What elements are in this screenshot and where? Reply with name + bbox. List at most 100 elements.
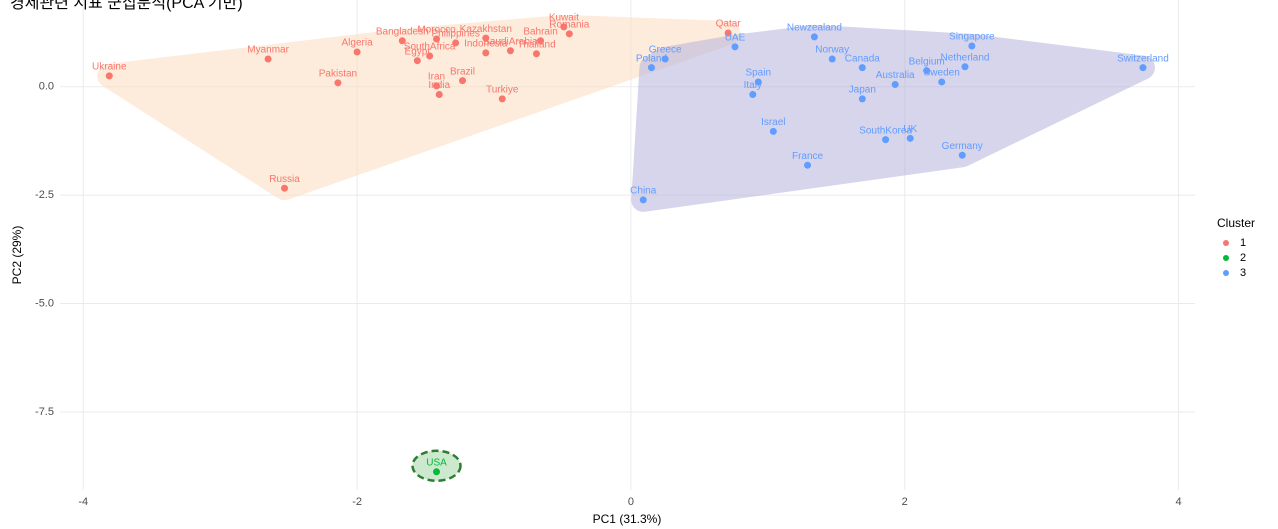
legend-swatch xyxy=(1223,240,1229,246)
point-label: Indonesia xyxy=(464,39,508,50)
point-label: UAE xyxy=(725,32,746,43)
point xyxy=(810,33,818,41)
point-label: Kuwait xyxy=(549,13,579,24)
point-label: Bangladesh xyxy=(376,26,429,37)
point-label: SaudiArabia xyxy=(483,36,538,47)
hull-area xyxy=(97,14,741,201)
point xyxy=(537,37,545,45)
point xyxy=(724,29,732,37)
point xyxy=(754,78,762,86)
point-label: Bahrain xyxy=(523,26,557,37)
point xyxy=(923,67,931,75)
point xyxy=(281,184,289,192)
point xyxy=(426,52,434,60)
x-tick-label: -4 xyxy=(78,496,88,508)
point-label: UK xyxy=(903,124,917,135)
point-label: Philippines xyxy=(431,29,479,40)
point xyxy=(882,136,890,144)
point-label: Algeria xyxy=(342,38,374,49)
point-label: Romania xyxy=(549,19,589,30)
cluster-hull xyxy=(97,14,741,201)
point xyxy=(452,39,460,47)
point-label: Canada xyxy=(845,53,880,64)
point xyxy=(858,95,866,103)
point xyxy=(482,49,490,57)
point-label: Ukraine xyxy=(92,62,127,73)
point-label: Myanmar xyxy=(247,45,289,56)
point-label: Iran xyxy=(428,71,445,82)
point-label: USA xyxy=(426,457,447,468)
legend-label: 2 xyxy=(1240,252,1246,264)
point-label: France xyxy=(792,151,824,162)
point-label: Pakistan xyxy=(319,68,357,79)
point-label: Singapore xyxy=(949,32,995,43)
legend-swatch xyxy=(1223,270,1229,276)
point xyxy=(961,63,969,71)
point xyxy=(459,77,467,85)
point-label: Russia xyxy=(269,174,300,185)
point xyxy=(804,161,812,169)
point-label: Japan xyxy=(849,85,876,96)
point xyxy=(828,55,836,63)
point xyxy=(731,43,739,51)
point-label: India xyxy=(428,80,450,91)
point xyxy=(105,72,113,80)
cluster-ellipse xyxy=(411,449,462,483)
chart-title: 경제관련 지표 군집분석(PCA 기반) xyxy=(10,0,243,12)
point-label: Brazil xyxy=(450,66,475,77)
point-label: Israel xyxy=(761,117,785,128)
point xyxy=(661,55,669,63)
legend-swatch xyxy=(1223,255,1229,261)
cluster-hull xyxy=(631,24,1155,212)
point xyxy=(891,81,899,89)
point-label: Greece xyxy=(649,45,682,56)
point xyxy=(958,151,966,159)
point-label: Newzealand xyxy=(787,22,842,33)
point-label: Italy xyxy=(744,80,762,91)
y-tick-label: -5.0 xyxy=(35,297,54,309)
x-tick-label: 4 xyxy=(1176,496,1182,508)
legend-label: 3 xyxy=(1240,267,1246,279)
point xyxy=(769,127,777,135)
point-label: Norway xyxy=(815,45,849,56)
point xyxy=(433,468,441,476)
point xyxy=(506,47,514,55)
x-tick-label: -2 xyxy=(352,496,362,508)
point xyxy=(968,42,976,50)
point xyxy=(532,50,540,58)
point xyxy=(433,82,441,90)
point-label: Belgium xyxy=(909,56,945,67)
point-label: Sweden xyxy=(924,68,960,79)
point-label: Qatar xyxy=(716,19,742,30)
point xyxy=(398,37,406,45)
point xyxy=(560,23,568,31)
y-axis-label: PC2 (29%) xyxy=(10,226,24,285)
point xyxy=(749,91,757,99)
point xyxy=(498,95,506,103)
point xyxy=(858,64,866,72)
point-label: Thailand xyxy=(517,39,555,50)
point-label: Morocco xyxy=(417,25,456,36)
y-tick-label: -2.5 xyxy=(35,189,54,201)
point xyxy=(938,78,946,86)
point xyxy=(482,34,490,42)
point-label: Turkiye xyxy=(486,85,519,96)
x-tick-label: 0 xyxy=(628,496,634,508)
point xyxy=(413,57,421,65)
point xyxy=(639,196,647,204)
y-tick-label: 0.0 xyxy=(39,81,54,93)
x-axis-label: PC1 (31.3%) xyxy=(593,512,662,526)
point xyxy=(647,64,655,72)
point-label: Switzerland xyxy=(1117,53,1169,64)
point-label: Australia xyxy=(876,70,915,81)
point-label: China xyxy=(630,186,657,197)
point xyxy=(1139,64,1147,72)
point xyxy=(565,30,573,38)
point-label: Spain xyxy=(745,68,771,79)
hull-area xyxy=(631,24,1155,212)
point xyxy=(906,134,914,142)
point xyxy=(334,79,342,87)
point-label: Poland xyxy=(636,53,667,64)
